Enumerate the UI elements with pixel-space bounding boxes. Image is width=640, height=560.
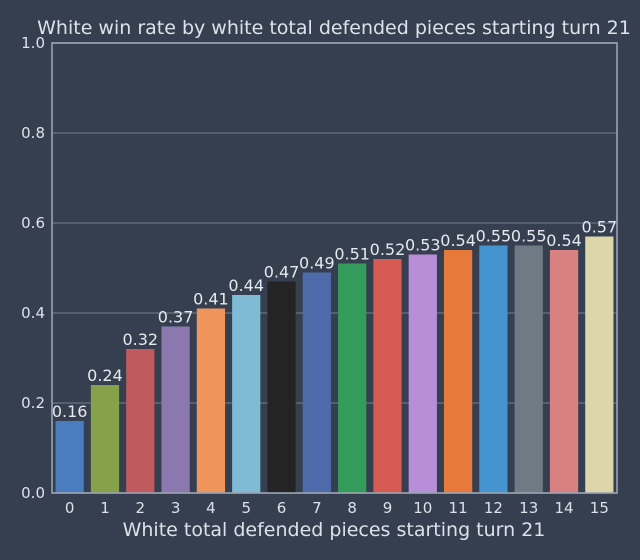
- x-tick-label: 14: [554, 499, 573, 517]
- bar: [232, 295, 261, 493]
- x-tick-label: 10: [413, 499, 432, 517]
- x-axis-label: White total defended pieces starting tur…: [123, 519, 546, 541]
- plot-frame: [51, 42, 618, 494]
- x-tick-label: 2: [136, 499, 146, 517]
- x-tick-label: 11: [449, 499, 468, 517]
- data-label: 0.41: [193, 290, 229, 309]
- bar: [196, 308, 226, 493]
- x-tick-label: 15: [590, 499, 609, 517]
- data-label: 0.37: [158, 308, 194, 327]
- data-label: 0.51: [334, 245, 370, 264]
- y-tick-label: 0.0: [21, 484, 45, 502]
- x-tick-labels: 0 1 2 3 4 5 6 7 8 9 10 11 12 13 14 15: [65, 499, 609, 517]
- x-tick-label: 4: [206, 499, 216, 517]
- x-tick-label: 3: [171, 499, 181, 517]
- data-label: 0.16: [52, 402, 88, 421]
- bar: [90, 385, 120, 493]
- data-label: 0.24: [87, 366, 123, 385]
- y-tick-label: 0.8: [21, 124, 45, 142]
- data-label: 0.44: [228, 276, 264, 295]
- x-tick-label: 7: [312, 499, 322, 517]
- bar: [373, 259, 402, 493]
- x-tick-label: 12: [484, 499, 503, 517]
- bar: [55, 421, 84, 493]
- x-tick-label: 8: [347, 499, 357, 517]
- data-label: 0.57: [582, 218, 618, 237]
- bar: [126, 349, 155, 493]
- data-label: 0.47: [264, 263, 300, 282]
- x-tick-label: 13: [519, 499, 538, 517]
- bar: [161, 326, 190, 493]
- y-tick-label: 0.2: [21, 394, 45, 412]
- y-tick-label: 0.4: [21, 304, 45, 322]
- x-tick-label: 1: [100, 499, 110, 517]
- x-tick-label: 6: [277, 499, 287, 517]
- data-label: 0.53: [405, 236, 441, 255]
- chart-title: White win rate by white total defended p…: [37, 17, 631, 39]
- bar: [302, 272, 331, 493]
- data-label: 0.49: [299, 254, 335, 273]
- data-label: 0.55: [511, 227, 547, 246]
- bar: [585, 236, 614, 493]
- bar: [479, 245, 508, 493]
- data-labels: 0.16 0.24 0.320.370.410.440.47 0.49 0.51 0.52…: [52, 218, 617, 422]
- y-tick-label: 1.0: [21, 34, 45, 52]
- bars: [55, 236, 614, 493]
- x-tick-label: 0: [65, 499, 75, 517]
- x-tick-label: 5: [241, 499, 251, 517]
- y-tick-label: 0.6: [21, 214, 45, 232]
- data-label: 0.54: [546, 231, 582, 250]
- bar: [267, 281, 296, 493]
- data-label: 0.52: [370, 240, 406, 259]
- bar: [549, 250, 579, 493]
- bar: [408, 254, 437, 493]
- data-label: 0.55: [476, 227, 512, 246]
- bar: [443, 250, 473, 493]
- data-label: 0.32: [122, 330, 158, 349]
- y-tick-labels: 0.0 0.2 0.4 0.6 0.8 1.0: [21, 34, 45, 502]
- bar: [338, 263, 367, 493]
- bar: [514, 245, 543, 493]
- x-tick-label: 9: [383, 499, 393, 517]
- data-label: 0.54: [440, 231, 476, 250]
